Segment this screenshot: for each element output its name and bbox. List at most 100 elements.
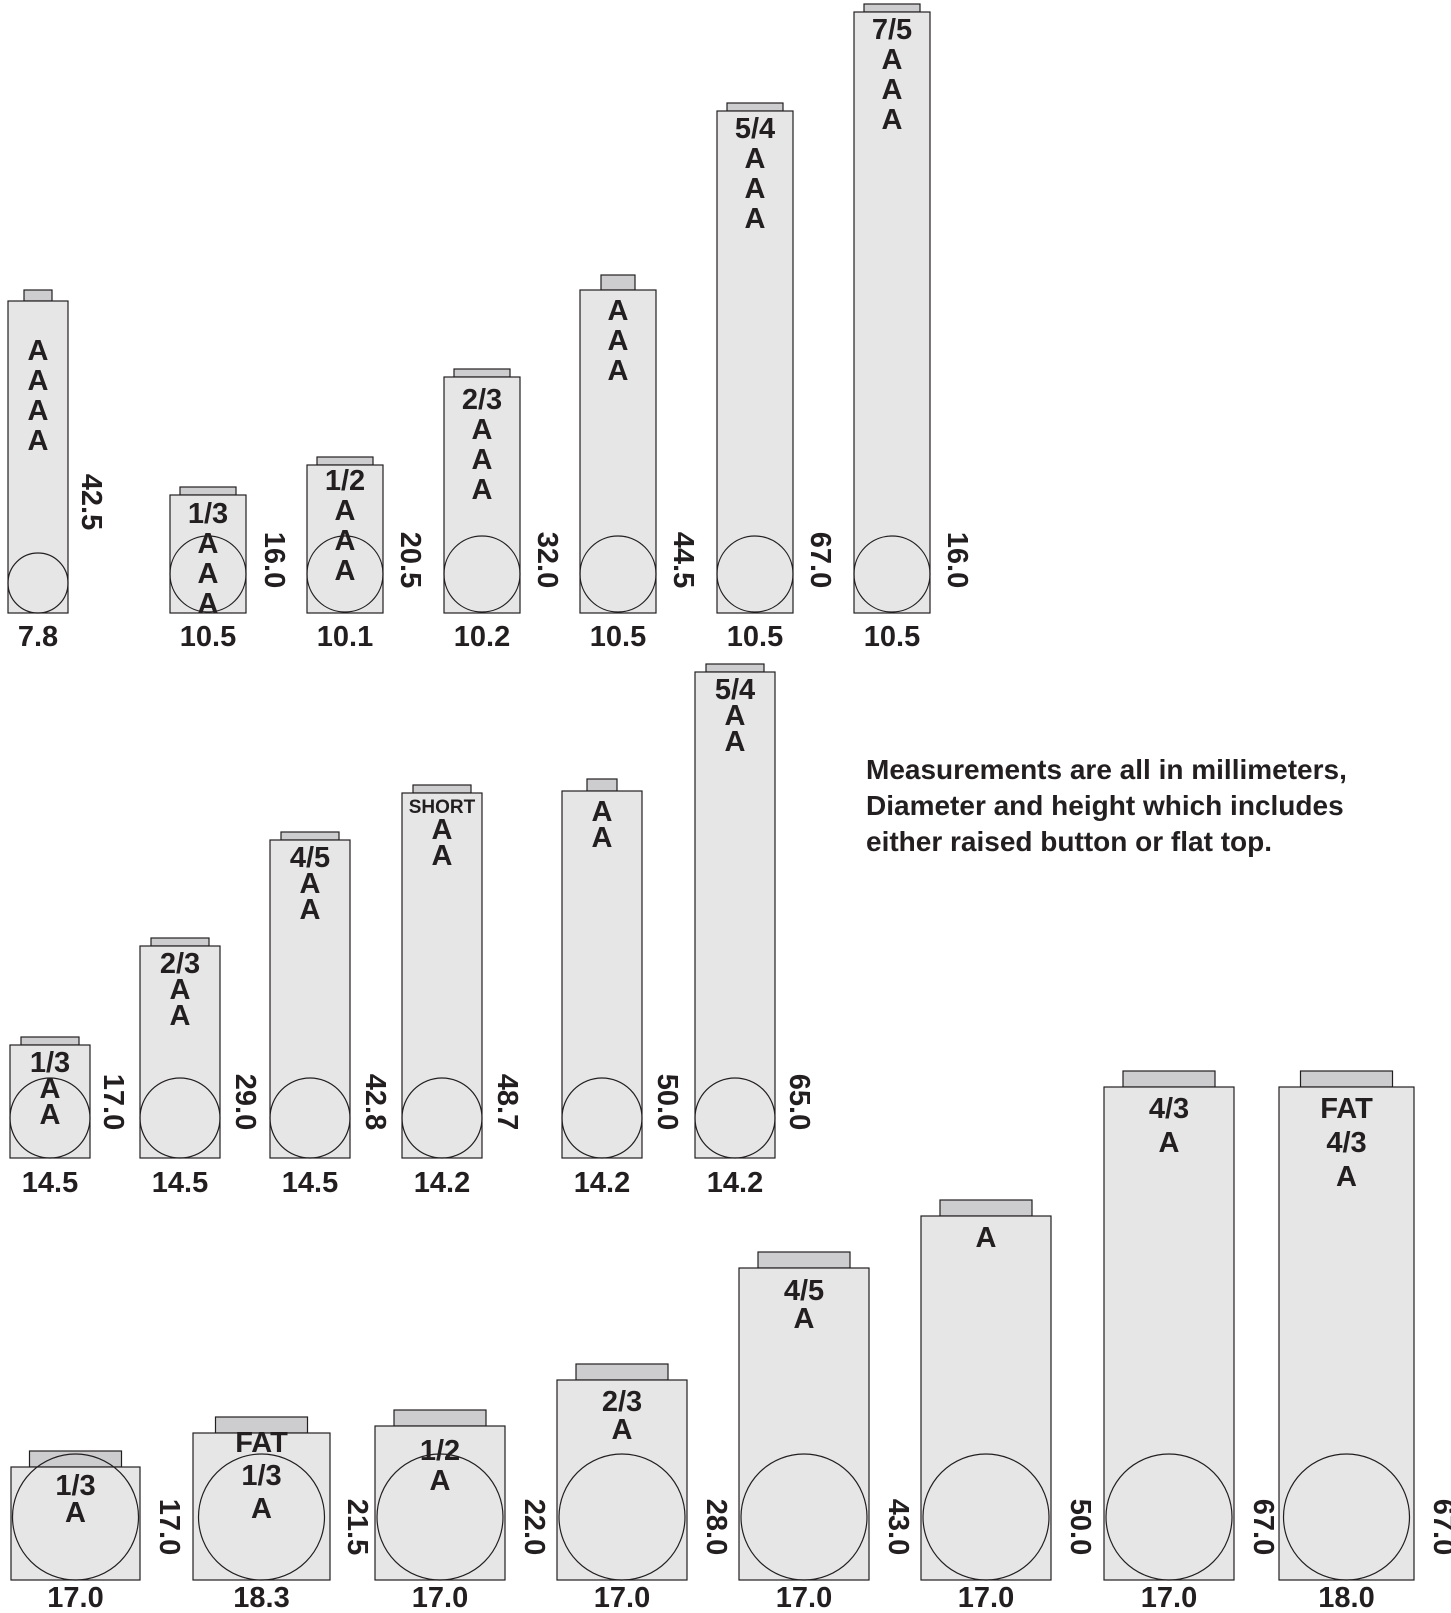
battery-body	[561, 790, 643, 1159]
battery-label-line: 1/2	[325, 465, 365, 497]
battery-diameter-circle	[9, 1077, 91, 1159]
battery-button-top	[1122, 1070, 1216, 1088]
battery-label-line: A	[28, 395, 49, 427]
battery-button-top	[705, 663, 765, 673]
battery-body	[306, 464, 384, 614]
diameter-value: 17.0	[47, 1582, 103, 1613]
height-value: 20.5	[394, 532, 426, 588]
diameter-value: 14.2	[414, 1167, 470, 1199]
battery-label-line: A	[40, 1099, 61, 1131]
battery-label-line: A	[300, 894, 321, 926]
battery-label-line: A	[170, 974, 191, 1006]
battery-diameter-circle	[11, 1453, 140, 1581]
battery-label-line: A	[198, 588, 219, 620]
battery-cell: 4/3A 67.0 17.0	[1103, 1070, 1279, 1613]
battery-button-top	[863, 3, 921, 13]
battery-label-line: 4/5	[784, 1275, 824, 1307]
height-value: 22.0	[518, 1499, 550, 1555]
battery-label-line: FAT	[235, 1427, 288, 1459]
battery-label-line: 5/4	[715, 674, 755, 706]
battery-diameter-circle	[561, 1077, 643, 1159]
height-value: 17.0	[153, 1499, 185, 1555]
battery-label-line: A	[251, 1493, 272, 1525]
battery-label-line: A	[335, 525, 356, 557]
measurement-note-line-2: Diameter and height which includes	[866, 790, 1344, 821]
battery-diameter-circle	[443, 535, 521, 613]
battery-body	[556, 1379, 688, 1581]
battery-button-top	[280, 831, 340, 841]
battery-body	[10, 1466, 141, 1581]
battery-button-top	[316, 456, 374, 466]
battery-label-line: 2/3	[462, 384, 502, 416]
battery-body	[738, 1267, 870, 1581]
diameter-value: 17.0	[412, 1582, 468, 1613]
battery-body	[853, 11, 931, 614]
battery-diameter-circle	[169, 535, 247, 613]
battery-label-line: A	[592, 822, 613, 854]
measurement-note-line-1: Measurements are all in millimeters,	[866, 754, 1347, 785]
battery-button-top	[23, 289, 53, 302]
battery-button-top	[393, 1409, 487, 1427]
battery-button-top	[939, 1199, 1033, 1217]
battery-label-line: A	[794, 1303, 815, 1335]
battery-body	[716, 110, 794, 614]
battery-label-line: A	[300, 868, 321, 900]
measurement-note-line-3: either raised button or flat top.	[866, 826, 1272, 857]
battery-label-line: FAT	[1320, 1093, 1373, 1125]
battery-label-line: A	[608, 355, 629, 387]
battery-label-line: 5/4	[735, 113, 775, 145]
battery-label-line: A	[592, 796, 613, 828]
battery-label-line: A	[472, 474, 493, 506]
battery-label-line: A	[745, 203, 766, 235]
battery-cell: 4/5A 43.0 17.0	[738, 1251, 914, 1613]
battery-label-line: 2/3	[602, 1386, 642, 1418]
battery-button-top	[453, 368, 511, 378]
diameter-value: 10.5	[590, 621, 646, 653]
height-value: 67.0	[1247, 1499, 1279, 1555]
diameter-value: 10.5	[180, 621, 236, 653]
battery-body	[374, 1425, 506, 1581]
battery-label-line: A	[472, 444, 493, 476]
battery-diameter-circle	[716, 535, 794, 613]
battery-diameter-circle	[1105, 1453, 1233, 1581]
battery-label-line: A	[335, 555, 356, 587]
battery-diameter-circle	[269, 1077, 351, 1159]
battery-label-line: A	[608, 295, 629, 327]
height-value: 32.0	[531, 532, 563, 588]
battery-label-line: 1/3	[241, 1460, 281, 1492]
diameter-value: 7.8	[18, 621, 58, 653]
battery-label-line: A	[745, 143, 766, 175]
battery-diameter-circle	[376, 1453, 504, 1581]
battery-body	[579, 289, 657, 614]
diameter-value: 17.0	[594, 1582, 650, 1613]
battery-label-line: A	[882, 44, 903, 76]
height-value: 50.0	[1064, 1499, 1096, 1555]
diameter-value: 14.5	[152, 1167, 208, 1199]
battery-label-line: A	[608, 325, 629, 357]
diameter-value: 10.5	[727, 621, 783, 653]
battery-body	[9, 1044, 91, 1159]
battery-body	[1278, 1086, 1415, 1581]
battery-diameter-circle	[401, 1077, 483, 1159]
diameter-value: 14.5	[282, 1167, 338, 1199]
battery-body	[920, 1215, 1052, 1581]
battery-diameter-circle	[579, 535, 657, 613]
battery-button-top	[726, 102, 784, 112]
diameter-value: 14.2	[707, 1167, 763, 1199]
diameter-value: 10.5	[864, 621, 920, 653]
battery-label-line: A	[430, 1465, 451, 1497]
diameter-value: 10.2	[454, 621, 510, 653]
diameter-value: 14.5	[22, 1167, 78, 1199]
battery-label-line: A	[335, 495, 356, 527]
height-value: 16.0	[941, 532, 973, 588]
battery-label-line: 4/3	[1149, 1093, 1189, 1125]
battery-label-line: A	[882, 74, 903, 106]
